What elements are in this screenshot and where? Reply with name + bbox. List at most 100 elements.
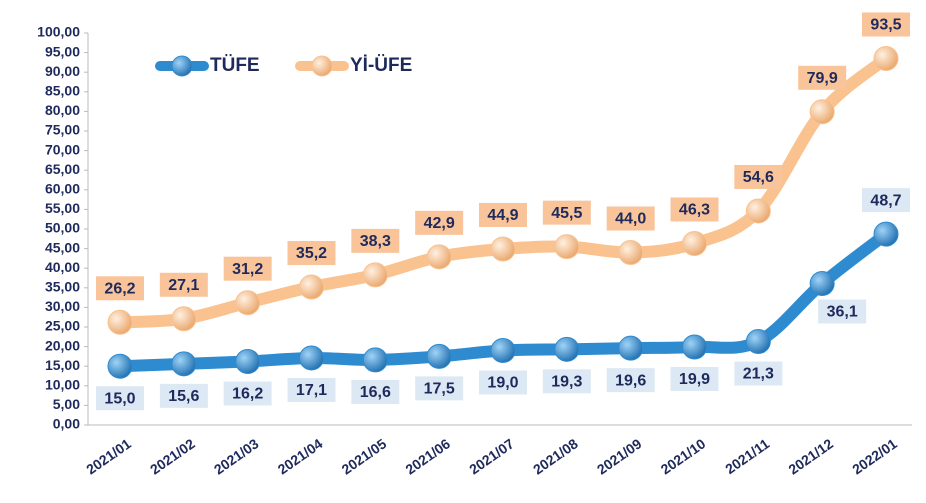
data-label: 48,7 (870, 192, 901, 209)
data-label-box (159, 383, 208, 408)
data-label-box (606, 368, 655, 393)
point (745, 198, 771, 224)
x-tick-label: 2021/04 (275, 435, 326, 477)
point (554, 234, 580, 260)
x-tick-label: 2021/05 (339, 435, 390, 477)
series-line (114, 52, 892, 329)
data-label: 54,6 (743, 169, 774, 186)
data-label: 93,5 (870, 17, 901, 34)
x-tick-label: 2021/11 (722, 435, 772, 477)
data-label: 27,1 (168, 277, 199, 294)
y-tick-label: 100,00 (37, 24, 80, 40)
data-label: 16,2 (232, 386, 263, 403)
y-tick-label: 50,00 (45, 220, 80, 236)
data-label-box (798, 65, 847, 90)
data-label: 15,6 (168, 388, 199, 405)
data-label: 17,5 (424, 381, 455, 398)
point (490, 338, 516, 364)
x-tick-label: 2021/02 (147, 435, 198, 477)
data-label-box (734, 164, 783, 189)
data-label: 31,2 (232, 261, 263, 278)
data-label: 21,3 (743, 366, 774, 383)
y-tick-label: 95,00 (45, 43, 80, 59)
data-label-box (542, 200, 591, 225)
x-tick-label: 2021/12 (785, 435, 836, 477)
point (299, 345, 324, 371)
y-tick-label: 55,00 (45, 200, 80, 216)
y-tick-label: 85,00 (45, 83, 80, 99)
data-label: 15,0 (104, 390, 135, 407)
y-tick-label: 80,00 (45, 102, 80, 118)
y-tick-label: 25,00 (45, 318, 80, 334)
point (682, 334, 707, 360)
data-label: 26,2 (104, 281, 135, 298)
y-tick-label: 60,00 (45, 181, 80, 197)
data-label-box (96, 386, 144, 411)
data-label: 19,6 (615, 372, 646, 389)
point (171, 351, 197, 377)
point (809, 270, 835, 296)
data-label-box (606, 206, 655, 231)
point (362, 347, 388, 373)
data-label-box (415, 376, 464, 401)
y-tick-label: 10,00 (45, 377, 80, 393)
legend-marker (171, 55, 193, 77)
data-label-box (351, 228, 400, 253)
point (235, 290, 261, 316)
data-label: 44,9 (487, 207, 518, 224)
data-label: 19,0 (487, 375, 518, 392)
point (618, 240, 644, 266)
data-label: 17,1 (296, 382, 327, 399)
y-tick-label: 75,00 (45, 122, 80, 138)
data-label-box (287, 377, 336, 402)
y-tick-label: 20,00 (45, 337, 80, 353)
point (745, 329, 771, 355)
data-label: 19,9 (679, 371, 710, 388)
y-tick-label: 90,00 (45, 63, 80, 79)
point (618, 335, 644, 361)
legend-label: TÜFE (210, 55, 260, 76)
data-label: 79,9 (807, 70, 838, 87)
y-tick-label: 35,00 (45, 279, 80, 295)
data-label-box (96, 276, 144, 301)
data-label: 36,1 (827, 304, 858, 321)
y-tick-label: 70,00 (45, 141, 80, 157)
legend-marker (311, 55, 333, 77)
point (490, 236, 516, 262)
y-tick-label: 15,00 (45, 357, 80, 373)
x-tick-label: 2021/06 (402, 435, 453, 477)
point (235, 348, 261, 374)
data-label: 44,0 (615, 211, 646, 228)
data-label-box (479, 370, 527, 395)
point (107, 309, 133, 335)
point (426, 244, 452, 270)
data-label: 45,5 (551, 205, 582, 222)
x-tick-label: 2022/01 (849, 435, 900, 477)
x-tick-label: 2021/10 (658, 435, 709, 477)
y-tick-label: 0,00 (53, 416, 80, 432)
data-label-box (818, 299, 867, 324)
data-label: 42,9 (424, 215, 455, 232)
data-label-box (862, 12, 910, 37)
y-tick-label: 40,00 (45, 259, 80, 275)
point (107, 353, 133, 379)
data-label: 46,3 (679, 202, 710, 219)
point (873, 221, 899, 247)
y-tick-label: 30,00 (45, 298, 80, 314)
legend-label: Yİ-ÜFE (350, 55, 412, 76)
point (299, 274, 324, 300)
point (809, 99, 835, 125)
point (171, 306, 197, 332)
point (362, 262, 388, 288)
data-label-box (734, 361, 783, 386)
data-label-box (223, 381, 272, 406)
data-label-box (287, 241, 336, 266)
point (426, 343, 452, 369)
point (682, 231, 707, 257)
y-tick-label: 45,00 (45, 239, 80, 255)
data-label: 19,3 (551, 374, 582, 391)
data-label: 38,3 (360, 233, 391, 250)
data-label-box (223, 256, 272, 281)
data-label: 35,2 (296, 245, 327, 262)
